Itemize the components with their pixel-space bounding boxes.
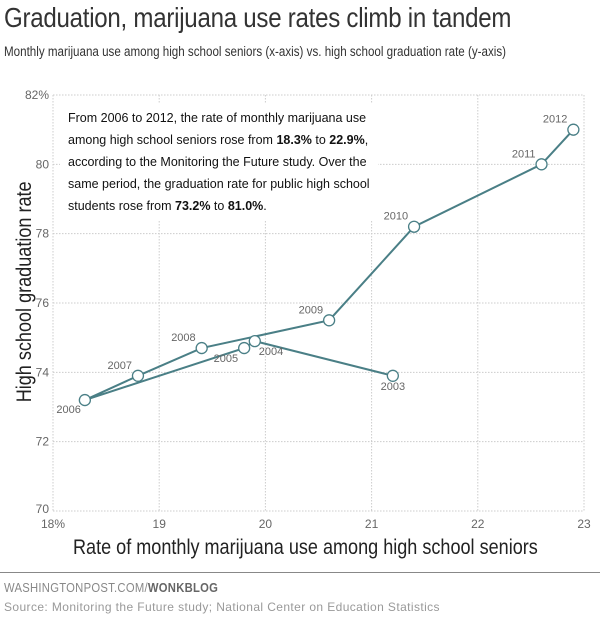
data-point-2010	[407, 220, 421, 233]
data-point-2003	[386, 369, 399, 382]
x-tick-label: 21	[365, 517, 379, 531]
annotation-highlight: 81.0%	[227, 199, 264, 213]
data-label-2012: 2012	[543, 114, 567, 126]
annotation-text: to	[311, 133, 330, 147]
data-label-2010: 2010	[384, 211, 408, 223]
data-point-2009	[322, 314, 336, 327]
annotation-box: From 2006 to 2012, the rate of monthly m…	[60, 104, 378, 221]
chart-subtitle: Monthly marijuana use among high school …	[4, 44, 507, 59]
y-tick-label: 74	[36, 365, 50, 379]
annotation-highlight: 73.2%	[175, 199, 211, 213]
footer-divider	[0, 572, 600, 573]
annotation-text: , according to the Monitoring the Future…	[68, 133, 370, 213]
annotation-highlight: 18.3%	[276, 133, 312, 147]
y-tick-label: 80	[36, 157, 50, 171]
data-point-2006	[78, 393, 92, 407]
credit-prefix: WASHINGTONPOST.COM/	[4, 581, 148, 595]
chart-title: Graduation, marijuana use rates climb in…	[4, 2, 512, 33]
data-label-2007: 2007	[107, 360, 131, 372]
data-label-2008: 2008	[171, 332, 195, 344]
data-point-2004	[248, 334, 261, 348]
y-tick-label: 70	[36, 502, 50, 516]
data-point-2008	[195, 341, 208, 355]
data-label-2004: 2004	[259, 346, 283, 358]
annotation-text: to	[210, 199, 228, 213]
data-label-2009: 2009	[299, 304, 323, 316]
x-axis-label: Rate of monthly marijuana use among high…	[73, 536, 538, 559]
credit-line: WASHINGTONPOST.COM/WONKBLOG	[4, 581, 218, 595]
data-point-2007	[131, 369, 145, 382]
x-tick-label: 18%	[41, 517, 65, 531]
y-tick-label: 82%	[25, 88, 49, 102]
annotation-text: From 2006 to 2012, the rate of monthly m…	[68, 111, 367, 147]
x-tick-label: 22	[471, 517, 485, 531]
y-tick-label: 78	[36, 227, 50, 241]
y-tick-label: 76	[36, 296, 50, 310]
x-tick-label: 19	[153, 517, 167, 531]
x-tick-label: 20	[259, 517, 273, 531]
series-line	[84, 128, 575, 402]
source-note: Source: Monitoring the Future study; Nat…	[4, 600, 440, 614]
credit-brand: WONKBLOG	[147, 581, 219, 595]
data-label-2006: 2006	[56, 404, 80, 416]
x-tick-label: 23	[577, 517, 591, 531]
data-label-2011: 2011	[512, 148, 536, 160]
data-point-2005	[238, 341, 251, 355]
data-label-2003: 2003	[381, 381, 405, 393]
annotation-highlight: 22.9%	[329, 133, 365, 147]
y-axis-label: High school graduation rate	[13, 181, 36, 403]
data-point-2011	[535, 158, 548, 171]
y-tick-label: 72	[36, 435, 50, 449]
data-label-2005: 2005	[214, 353, 238, 365]
data-point-2012	[567, 123, 580, 136]
annotation-text: .	[263, 199, 267, 213]
